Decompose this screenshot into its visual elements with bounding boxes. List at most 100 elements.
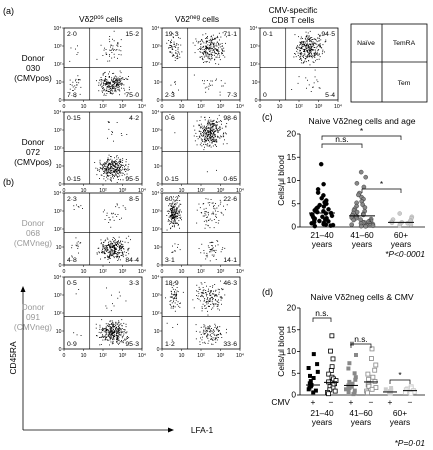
col-header-cmv-line2: CD8 T cells: [272, 15, 315, 25]
event-dot: [109, 344, 110, 346]
event-dot: [305, 46, 307, 48]
event-dot: [122, 342, 124, 344]
event-dot: [107, 256, 109, 258]
event-dot: [299, 50, 301, 52]
event-dot: [117, 79, 119, 81]
col-header-cmv-line1: CMV-specific: [269, 5, 318, 15]
event-dot: [301, 42, 303, 44]
event-dot: [202, 132, 203, 133]
event-dot: [204, 61, 206, 63]
event-dot: [177, 291, 179, 293]
x-tick-label: 0: [161, 188, 164, 194]
event-dot: [211, 132, 212, 134]
event-dot: [212, 298, 214, 300]
event-dot: [217, 304, 219, 305]
event-dot: [116, 243, 118, 245]
event-dot: [103, 246, 105, 248]
event-dot: [114, 171, 116, 173]
event-dot: [170, 304, 172, 306]
event-dot: [174, 81, 176, 82]
event-dot: [117, 241, 118, 243]
event-dot: [113, 241, 115, 243]
event-dot: [172, 216, 174, 218]
event-dot: [220, 333, 222, 335]
event-dot: [107, 329, 108, 330]
event-dot: [222, 214, 224, 216]
quadrant-pct-bottom-right: 33·6: [223, 341, 237, 348]
event-dot: [304, 42, 306, 44]
event-dot: [100, 344, 102, 345]
event-dot: [176, 215, 178, 217]
event-dot: [107, 245, 108, 246]
event-dot: [201, 336, 203, 338]
cmv-sign: +: [349, 397, 354, 407]
event-dot: [211, 138, 213, 140]
event-dot: [206, 336, 208, 338]
event-dot: [118, 89, 120, 91]
event-dot: [112, 324, 114, 325]
event-dot: [305, 48, 307, 50]
event-dot: [109, 163, 111, 165]
event-dot: [198, 248, 200, 249]
event-dot: [298, 47, 300, 49]
event-dot: [176, 213, 178, 214]
event-dot: [108, 339, 110, 341]
event-dot: [198, 286, 200, 288]
event-dot: [124, 207, 126, 209]
event-dot: [119, 169, 121, 170]
event-dot: [117, 326, 119, 328]
event-dot: [113, 325, 114, 327]
event-dot: [113, 336, 115, 338]
event-dot: [120, 161, 122, 163]
event-dot: [199, 48, 201, 49]
event-dot: [213, 293, 215, 295]
event-dot: [205, 214, 207, 216]
event-dot: [74, 96, 76, 98]
event-dot: [200, 334, 202, 335]
event-dot: [110, 329, 112, 330]
event-dot: [175, 214, 176, 216]
quadrant-pct-bottom-left: 4·8: [67, 257, 77, 264]
event-dot: [214, 124, 216, 126]
event-dot: [193, 307, 195, 309]
event-dot: [168, 47, 170, 49]
event-dot: [210, 119, 212, 121]
event-dot: [211, 84, 213, 86]
category-label: 21–40 years: [310, 230, 334, 249]
event-dot: [301, 47, 303, 49]
event-dot: [171, 206, 172, 208]
event-dot: [102, 165, 103, 167]
event-dot: [109, 167, 111, 169]
event-dot: [314, 39, 316, 40]
event-dot: [72, 90, 74, 91]
event-dot: [209, 298, 211, 300]
event-dot: [115, 174, 117, 175]
event-dot: [169, 303, 171, 305]
event-dot: [203, 138, 205, 140]
event-dot: [316, 51, 318, 53]
event-dot: [101, 168, 103, 170]
event-dot: [106, 339, 108, 341]
event-dot: [170, 307, 172, 309]
event-dot: [208, 288, 209, 290]
quadrant-pct-bottom-right: 0·65: [223, 176, 237, 183]
event-dot: [203, 53, 204, 55]
event-dot: [207, 216, 208, 218]
event-dot: [304, 50, 305, 51]
event-dot: [210, 136, 212, 138]
event-dot: [111, 52, 113, 53]
event-dot: [170, 42, 171, 44]
event-dot: [118, 240, 119, 242]
event-dot: [207, 326, 209, 327]
event-dot: [222, 53, 223, 54]
event-dot: [119, 334, 121, 336]
event-dot: [215, 252, 217, 253]
event-dot: [304, 50, 305, 52]
event-dot: [99, 161, 101, 163]
event-dot: [176, 209, 177, 211]
event-dot: [173, 215, 175, 217]
event-dot: [117, 252, 119, 253]
event-dot: [209, 121, 211, 123]
event-dot: [107, 159, 108, 161]
event-dot: [111, 323, 113, 325]
